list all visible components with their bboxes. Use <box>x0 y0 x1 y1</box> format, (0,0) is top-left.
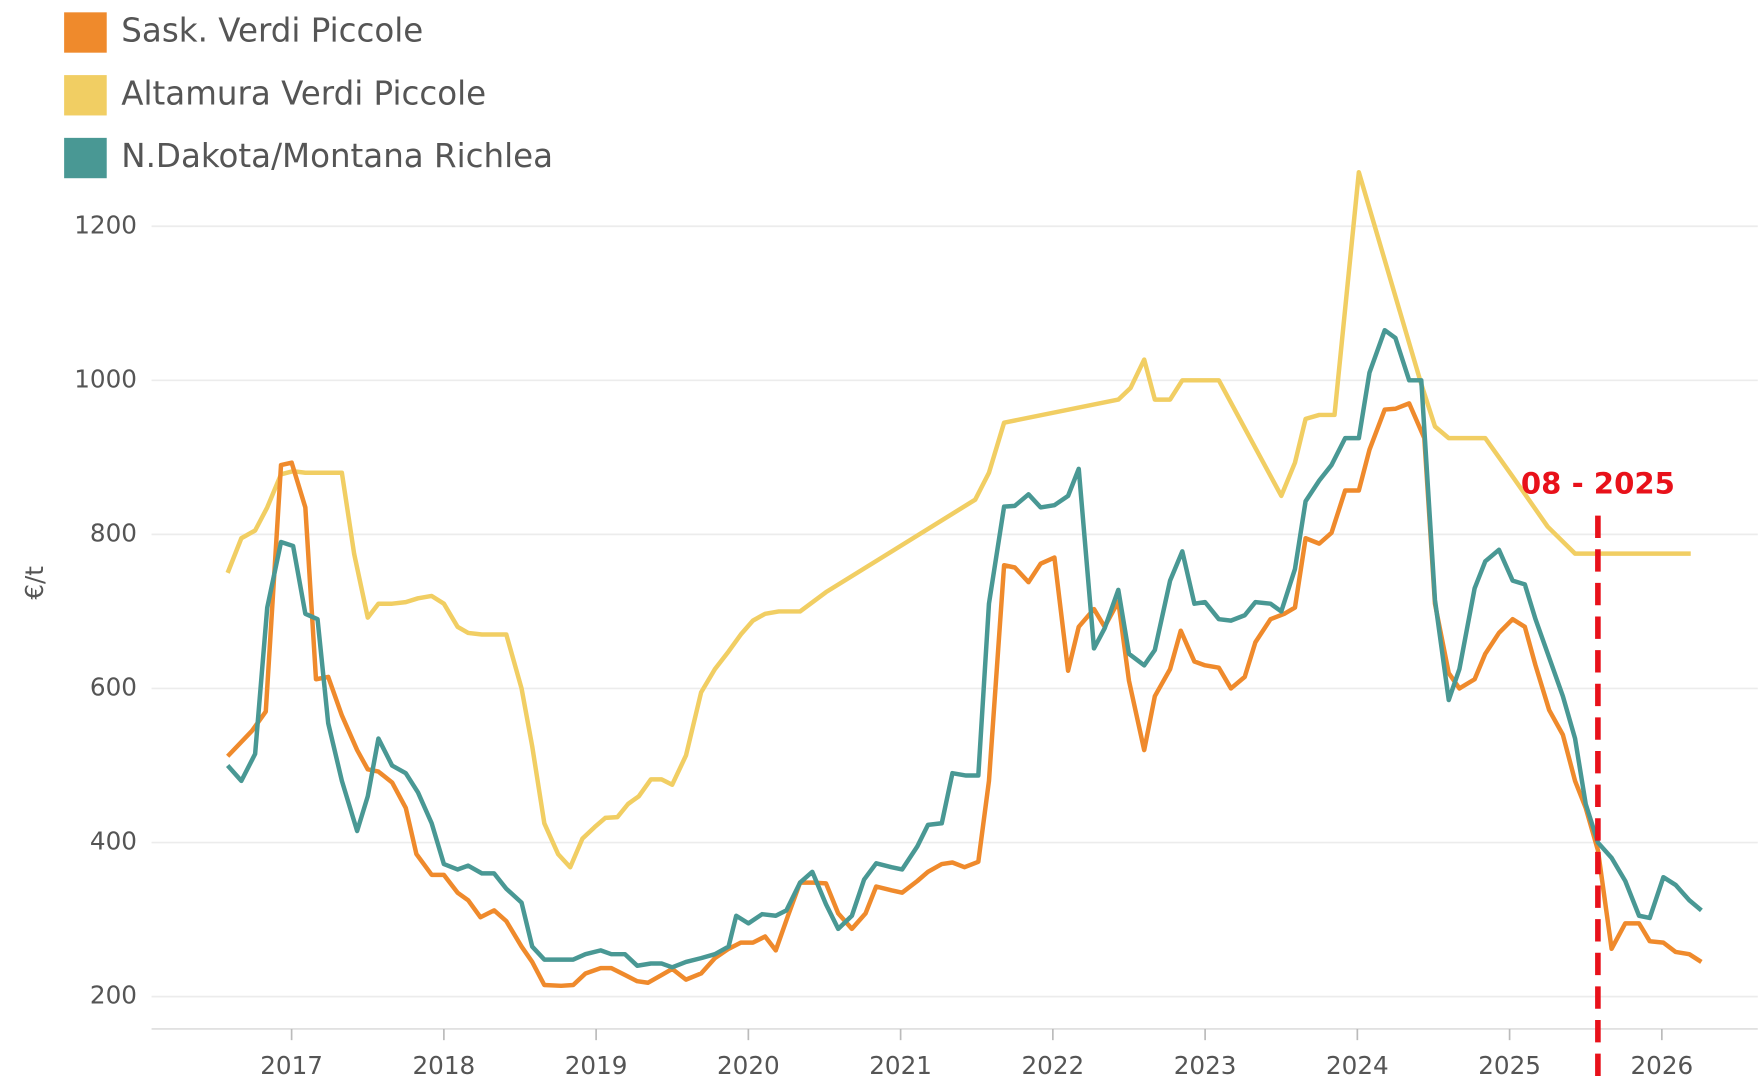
x-tick-label: 2020 <box>717 1051 780 1080</box>
x-tick-label: 2025 <box>1478 1051 1541 1080</box>
legend-swatch <box>64 75 107 116</box>
legend-swatch <box>64 137 107 179</box>
y-tick-label: 400 <box>90 827 137 856</box>
x-tick-label: 2021 <box>869 1051 932 1080</box>
x-tick-label: 2023 <box>1174 1051 1237 1080</box>
x-tick-label: 2026 <box>1630 1051 1693 1080</box>
legend-label: N.Dakota/Montana Richlea <box>121 137 553 175</box>
y-axis-title: €/t <box>20 566 49 600</box>
legend-label: Altamura Verdi Piccole <box>121 74 486 112</box>
y-tick-label: 1000 <box>74 364 137 393</box>
x-tick-label: 2019 <box>565 1051 628 1080</box>
y-tick-label: 200 <box>90 981 137 1010</box>
annotation-text: 08 - 2025 <box>1521 466 1675 500</box>
y-tick-label: 600 <box>90 672 137 701</box>
y-tick-label: 800 <box>90 518 137 547</box>
x-tick-label: 2022 <box>1021 1051 1084 1080</box>
legend-label: Sask. Verdi Piccole <box>121 12 423 50</box>
series-line <box>225 327 1703 970</box>
y-tick-label: 1200 <box>74 210 137 239</box>
x-tick-label: 2018 <box>413 1051 476 1080</box>
x-tick-label: 2024 <box>1326 1051 1389 1080</box>
series-line <box>226 401 1703 989</box>
x-tick-label: 2017 <box>260 1051 323 1080</box>
series-line <box>225 170 1691 870</box>
legend-swatch <box>64 12 107 53</box>
